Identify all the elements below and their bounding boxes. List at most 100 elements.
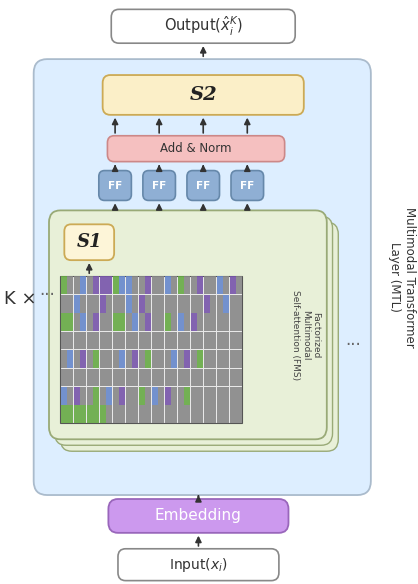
Bar xyxy=(217,405,223,423)
Bar xyxy=(139,350,145,368)
Bar xyxy=(67,295,73,312)
Bar xyxy=(145,369,151,386)
Bar xyxy=(210,369,216,386)
Text: Add & Norm: Add & Norm xyxy=(160,142,232,155)
Bar xyxy=(67,405,73,423)
Bar xyxy=(237,276,242,294)
Bar xyxy=(152,369,158,386)
Bar xyxy=(230,405,236,423)
Text: Factorized
Multimodal
Self-attention (FMS): Factorized Multimodal Self-attention (FM… xyxy=(291,290,321,380)
Bar xyxy=(93,332,99,349)
Bar xyxy=(93,276,99,294)
Bar xyxy=(152,295,158,312)
Bar xyxy=(126,313,132,331)
Bar xyxy=(178,350,184,368)
Bar xyxy=(67,332,73,349)
Bar xyxy=(178,405,184,423)
Bar xyxy=(100,276,106,294)
Text: ···: ··· xyxy=(346,336,362,354)
Bar xyxy=(210,276,216,294)
Bar xyxy=(93,313,99,331)
Bar xyxy=(113,295,119,312)
Bar xyxy=(178,369,184,386)
Bar xyxy=(139,332,145,349)
Bar xyxy=(106,387,112,405)
Bar xyxy=(61,295,66,312)
Bar xyxy=(106,332,112,349)
Bar xyxy=(133,369,138,386)
Bar xyxy=(217,369,223,386)
Bar xyxy=(126,350,132,368)
Bar xyxy=(61,350,66,368)
Bar xyxy=(93,350,99,368)
FancyBboxPatch shape xyxy=(187,171,219,200)
Bar xyxy=(210,405,216,423)
Bar xyxy=(74,276,79,294)
Bar xyxy=(223,276,229,294)
FancyBboxPatch shape xyxy=(61,223,338,451)
Bar xyxy=(197,332,203,349)
Bar xyxy=(61,276,66,294)
Bar xyxy=(230,387,236,405)
Bar xyxy=(165,295,171,312)
Bar xyxy=(67,313,73,331)
Bar xyxy=(100,295,106,312)
Bar xyxy=(184,295,190,312)
Bar xyxy=(61,387,66,405)
Bar xyxy=(126,387,132,405)
Bar xyxy=(223,387,229,405)
Bar xyxy=(61,276,242,423)
Bar xyxy=(171,369,177,386)
Bar xyxy=(158,350,164,368)
Bar xyxy=(191,387,196,405)
Bar xyxy=(158,387,164,405)
Bar xyxy=(152,350,158,368)
Bar xyxy=(204,369,209,386)
Bar xyxy=(191,405,196,423)
Bar xyxy=(191,295,196,312)
Text: FF: FF xyxy=(108,180,122,190)
Bar xyxy=(113,276,119,294)
Bar xyxy=(106,295,112,312)
Bar xyxy=(184,332,190,349)
Bar xyxy=(80,369,86,386)
Bar xyxy=(120,387,125,405)
Bar xyxy=(100,405,106,423)
Bar xyxy=(237,295,242,312)
Bar xyxy=(184,369,190,386)
Bar xyxy=(100,332,106,349)
Bar xyxy=(133,313,138,331)
FancyBboxPatch shape xyxy=(108,499,288,533)
Bar xyxy=(171,387,177,405)
Bar xyxy=(120,332,125,349)
Bar xyxy=(184,405,190,423)
Bar xyxy=(184,350,190,368)
Bar xyxy=(145,350,151,368)
Bar xyxy=(133,387,138,405)
Bar xyxy=(197,387,203,405)
Bar xyxy=(230,332,236,349)
FancyBboxPatch shape xyxy=(64,224,114,260)
Bar xyxy=(217,276,223,294)
Bar xyxy=(191,313,196,331)
Bar xyxy=(158,369,164,386)
FancyBboxPatch shape xyxy=(118,549,279,580)
Bar xyxy=(126,276,132,294)
Bar xyxy=(133,276,138,294)
Bar xyxy=(237,369,242,386)
FancyBboxPatch shape xyxy=(49,210,327,439)
Bar xyxy=(61,369,66,386)
Bar xyxy=(67,369,73,386)
Bar xyxy=(223,405,229,423)
Bar xyxy=(178,313,184,331)
FancyBboxPatch shape xyxy=(107,135,285,162)
Bar xyxy=(152,313,158,331)
Bar xyxy=(171,405,177,423)
Text: Input$(x_i)$: Input$(x_i)$ xyxy=(169,556,228,573)
Bar xyxy=(230,313,236,331)
Bar xyxy=(237,313,242,331)
Bar xyxy=(93,387,99,405)
Bar xyxy=(133,332,138,349)
Text: FF: FF xyxy=(152,180,166,190)
Bar xyxy=(80,313,86,331)
